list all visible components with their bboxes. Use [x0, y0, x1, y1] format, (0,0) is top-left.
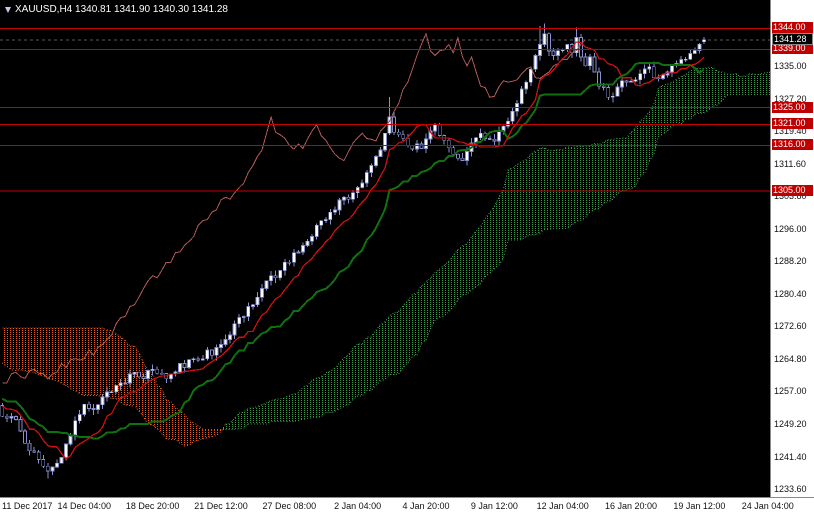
price-tick-label: 1303.80: [774, 191, 807, 202]
price-tick-label: 1249.20: [774, 419, 807, 430]
time-scale[interactable]: 11 Dec 2017 14 Dec 04:00 18 Dec 20:00 21 De…: [0, 497, 814, 514]
price-tick-label: 1280.40: [774, 288, 807, 299]
price-tick-label: 1335.00: [774, 61, 807, 71]
price-tick-label: 1272.60: [774, 321, 807, 332]
price-tick-label: 1288.20: [774, 256, 807, 267]
current-price-label: 1341.28: [772, 32, 813, 45]
time-tick-label: 18 Dec 20:00: [125, 501, 180, 511]
chart-canvas: [0, 23, 770, 479]
price-tick-label: 1296.00: [774, 223, 807, 234]
hline-price-label: 1305.00: [772, 185, 813, 197]
chart-title-text: XAUUSD,H4 1340.81 1341.90 1340.30 1341.2…: [15, 4, 228, 15]
hline-price-label: 1339.00: [772, 43, 813, 55]
time-tick-label: 27 Dec 08:00: [262, 501, 317, 511]
price-tick-label: 1311.60: [774, 158, 806, 169]
chart-window-icon: [5, 6, 11, 13]
time-tick-label: 2 Jan 04:00: [334, 501, 382, 511]
time-tick-label: 11 Dec 2017: [2, 501, 53, 511]
hline-price-label: 1316.00: [772, 139, 813, 151]
time-tick-label: 19 Jan 12:00: [673, 501, 726, 511]
price-scale[interactable]: 1335.00 1327.20 1319.40 1311.60 1303.80 1296.…: [770, 0, 814, 497]
chart-plot-area[interactable]: XAUUSD,H4 1340.81 1341.90 1340.30 1341.2…: [0, 0, 770, 497]
price-tick-label: 1327.20: [774, 93, 807, 104]
hline-price-label: 1321.00: [772, 118, 813, 130]
price-tick-label: 1257.00: [774, 386, 807, 397]
hline-price-label: 1325.00: [772, 101, 813, 113]
time-tick-label: 4 Jan 20:00: [402, 501, 450, 511]
time-tick-label: 24 Jan 04:00: [741, 501, 794, 511]
chart-title: XAUUSD,H4 1340.81 1341.90 1340.30 1341.2…: [5, 4, 228, 15]
price-tick-label: 1264.80: [774, 353, 807, 364]
time-tick-label: 21 Dec 12:00: [194, 501, 248, 511]
hline-price-label: 1344.00: [772, 22, 813, 34]
price-tick-label: 1241.40: [774, 451, 807, 462]
price-tick-label: 1319.40: [774, 126, 807, 137]
price-tick-label: 1233.60: [774, 484, 807, 495]
time-tick-label: 16 Jan 20:00: [605, 501, 658, 511]
time-tick-label: 9 Jan 12:00: [470, 501, 518, 511]
time-tick-label: 12 Jan 04:00: [536, 501, 589, 511]
time-tick-label: 14 Dec 04:00: [57, 501, 112, 511]
